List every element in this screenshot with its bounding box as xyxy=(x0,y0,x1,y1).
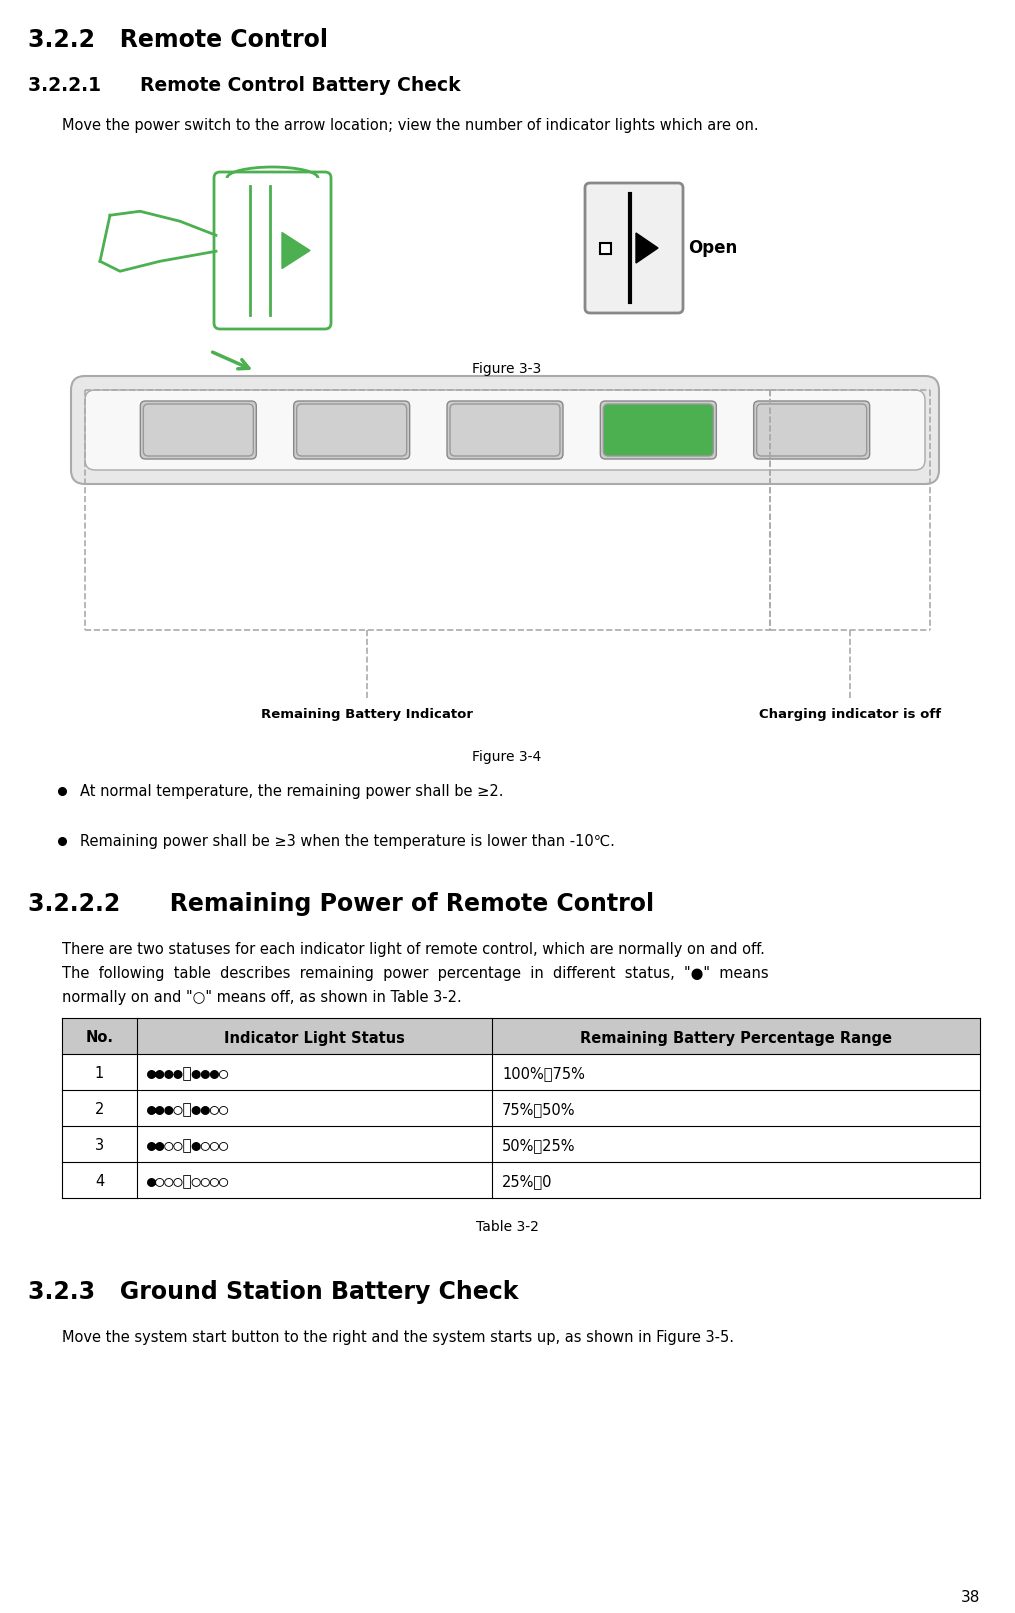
FancyBboxPatch shape xyxy=(447,402,563,460)
Text: ●○○○～○○○○: ●○○○～○○○○ xyxy=(147,1174,229,1189)
Text: ●●●○～●●○○: ●●●○～●●○○ xyxy=(147,1103,229,1118)
Text: Open: Open xyxy=(688,239,737,256)
Text: 50%～25%: 50%～25% xyxy=(502,1139,576,1153)
Text: Indicator Light Status: Indicator Light Status xyxy=(224,1031,405,1045)
Bar xyxy=(62,1090,980,1126)
FancyBboxPatch shape xyxy=(214,173,331,329)
Bar xyxy=(62,1161,980,1198)
Polygon shape xyxy=(282,232,310,268)
Bar xyxy=(62,1053,980,1090)
Text: 3.2.2.2      Remaining Power of Remote Control: 3.2.2.2 Remaining Power of Remote Contro… xyxy=(28,892,654,916)
Text: 38: 38 xyxy=(960,1590,980,1605)
FancyBboxPatch shape xyxy=(585,182,683,313)
FancyBboxPatch shape xyxy=(600,402,717,460)
Text: Figure 3-4: Figure 3-4 xyxy=(472,750,542,765)
Text: ●●●●～●●●○: ●●●●～●●●○ xyxy=(147,1066,229,1081)
Text: 3.2.2.1      Remote Control Battery Check: 3.2.2.1 Remote Control Battery Check xyxy=(28,76,461,95)
FancyBboxPatch shape xyxy=(296,403,407,456)
Text: Charging indicator is off: Charging indicator is off xyxy=(759,708,941,721)
Bar xyxy=(600,242,611,253)
Text: At normal temperature, the remaining power shall be ≥2.: At normal temperature, the remaining pow… xyxy=(80,784,503,798)
FancyBboxPatch shape xyxy=(143,403,254,456)
Text: There are two statuses for each indicator light of remote control, which are nor: There are two statuses for each indicato… xyxy=(62,942,765,957)
Text: Remaining Battery Percentage Range: Remaining Battery Percentage Range xyxy=(580,1031,892,1045)
Text: The  following  table  describes  remaining  power  percentage  in  different  s: The following table describes remaining … xyxy=(62,966,768,981)
Text: normally on and "○" means off, as shown in Table 3-2.: normally on and "○" means off, as shown … xyxy=(62,990,462,1005)
FancyBboxPatch shape xyxy=(140,402,257,460)
Text: 100%～75%: 100%～75% xyxy=(502,1066,585,1081)
Text: 3.2.2   Remote Control: 3.2.2 Remote Control xyxy=(28,27,328,52)
FancyBboxPatch shape xyxy=(603,403,714,456)
Polygon shape xyxy=(636,232,658,263)
Text: No.: No. xyxy=(85,1031,114,1045)
Text: Table 3-2: Table 3-2 xyxy=(476,1219,538,1234)
Text: 3.2.3   Ground Station Battery Check: 3.2.3 Ground Station Battery Check xyxy=(28,1281,519,1303)
FancyBboxPatch shape xyxy=(85,390,925,469)
Text: 1: 1 xyxy=(94,1066,105,1081)
FancyBboxPatch shape xyxy=(293,402,410,460)
Text: Move the system start button to the right and the system starts up, as shown in : Move the system start button to the righ… xyxy=(62,1331,734,1345)
Text: 4: 4 xyxy=(94,1174,105,1189)
FancyBboxPatch shape xyxy=(756,403,867,456)
Text: Remaining power shall be ≥3 when the temperature is lower than -10℃.: Remaining power shall be ≥3 when the tem… xyxy=(80,834,615,848)
Text: Figure 3-3: Figure 3-3 xyxy=(472,361,542,376)
Bar xyxy=(62,1126,980,1161)
Text: 3: 3 xyxy=(95,1139,105,1153)
Text: 25%～0: 25%～0 xyxy=(502,1174,552,1189)
Text: 2: 2 xyxy=(94,1103,105,1118)
Text: ●●○○～●○○○: ●●○○～●○○○ xyxy=(147,1139,229,1153)
FancyBboxPatch shape xyxy=(450,403,560,456)
Text: Move the power switch to the arrow location; view the number of indicator lights: Move the power switch to the arrow locat… xyxy=(62,118,758,132)
Text: 75%～50%: 75%～50% xyxy=(502,1103,576,1118)
FancyBboxPatch shape xyxy=(754,402,870,460)
FancyBboxPatch shape xyxy=(71,376,939,484)
Text: Remaining Battery Indicator: Remaining Battery Indicator xyxy=(262,708,474,721)
Bar xyxy=(62,1018,980,1053)
